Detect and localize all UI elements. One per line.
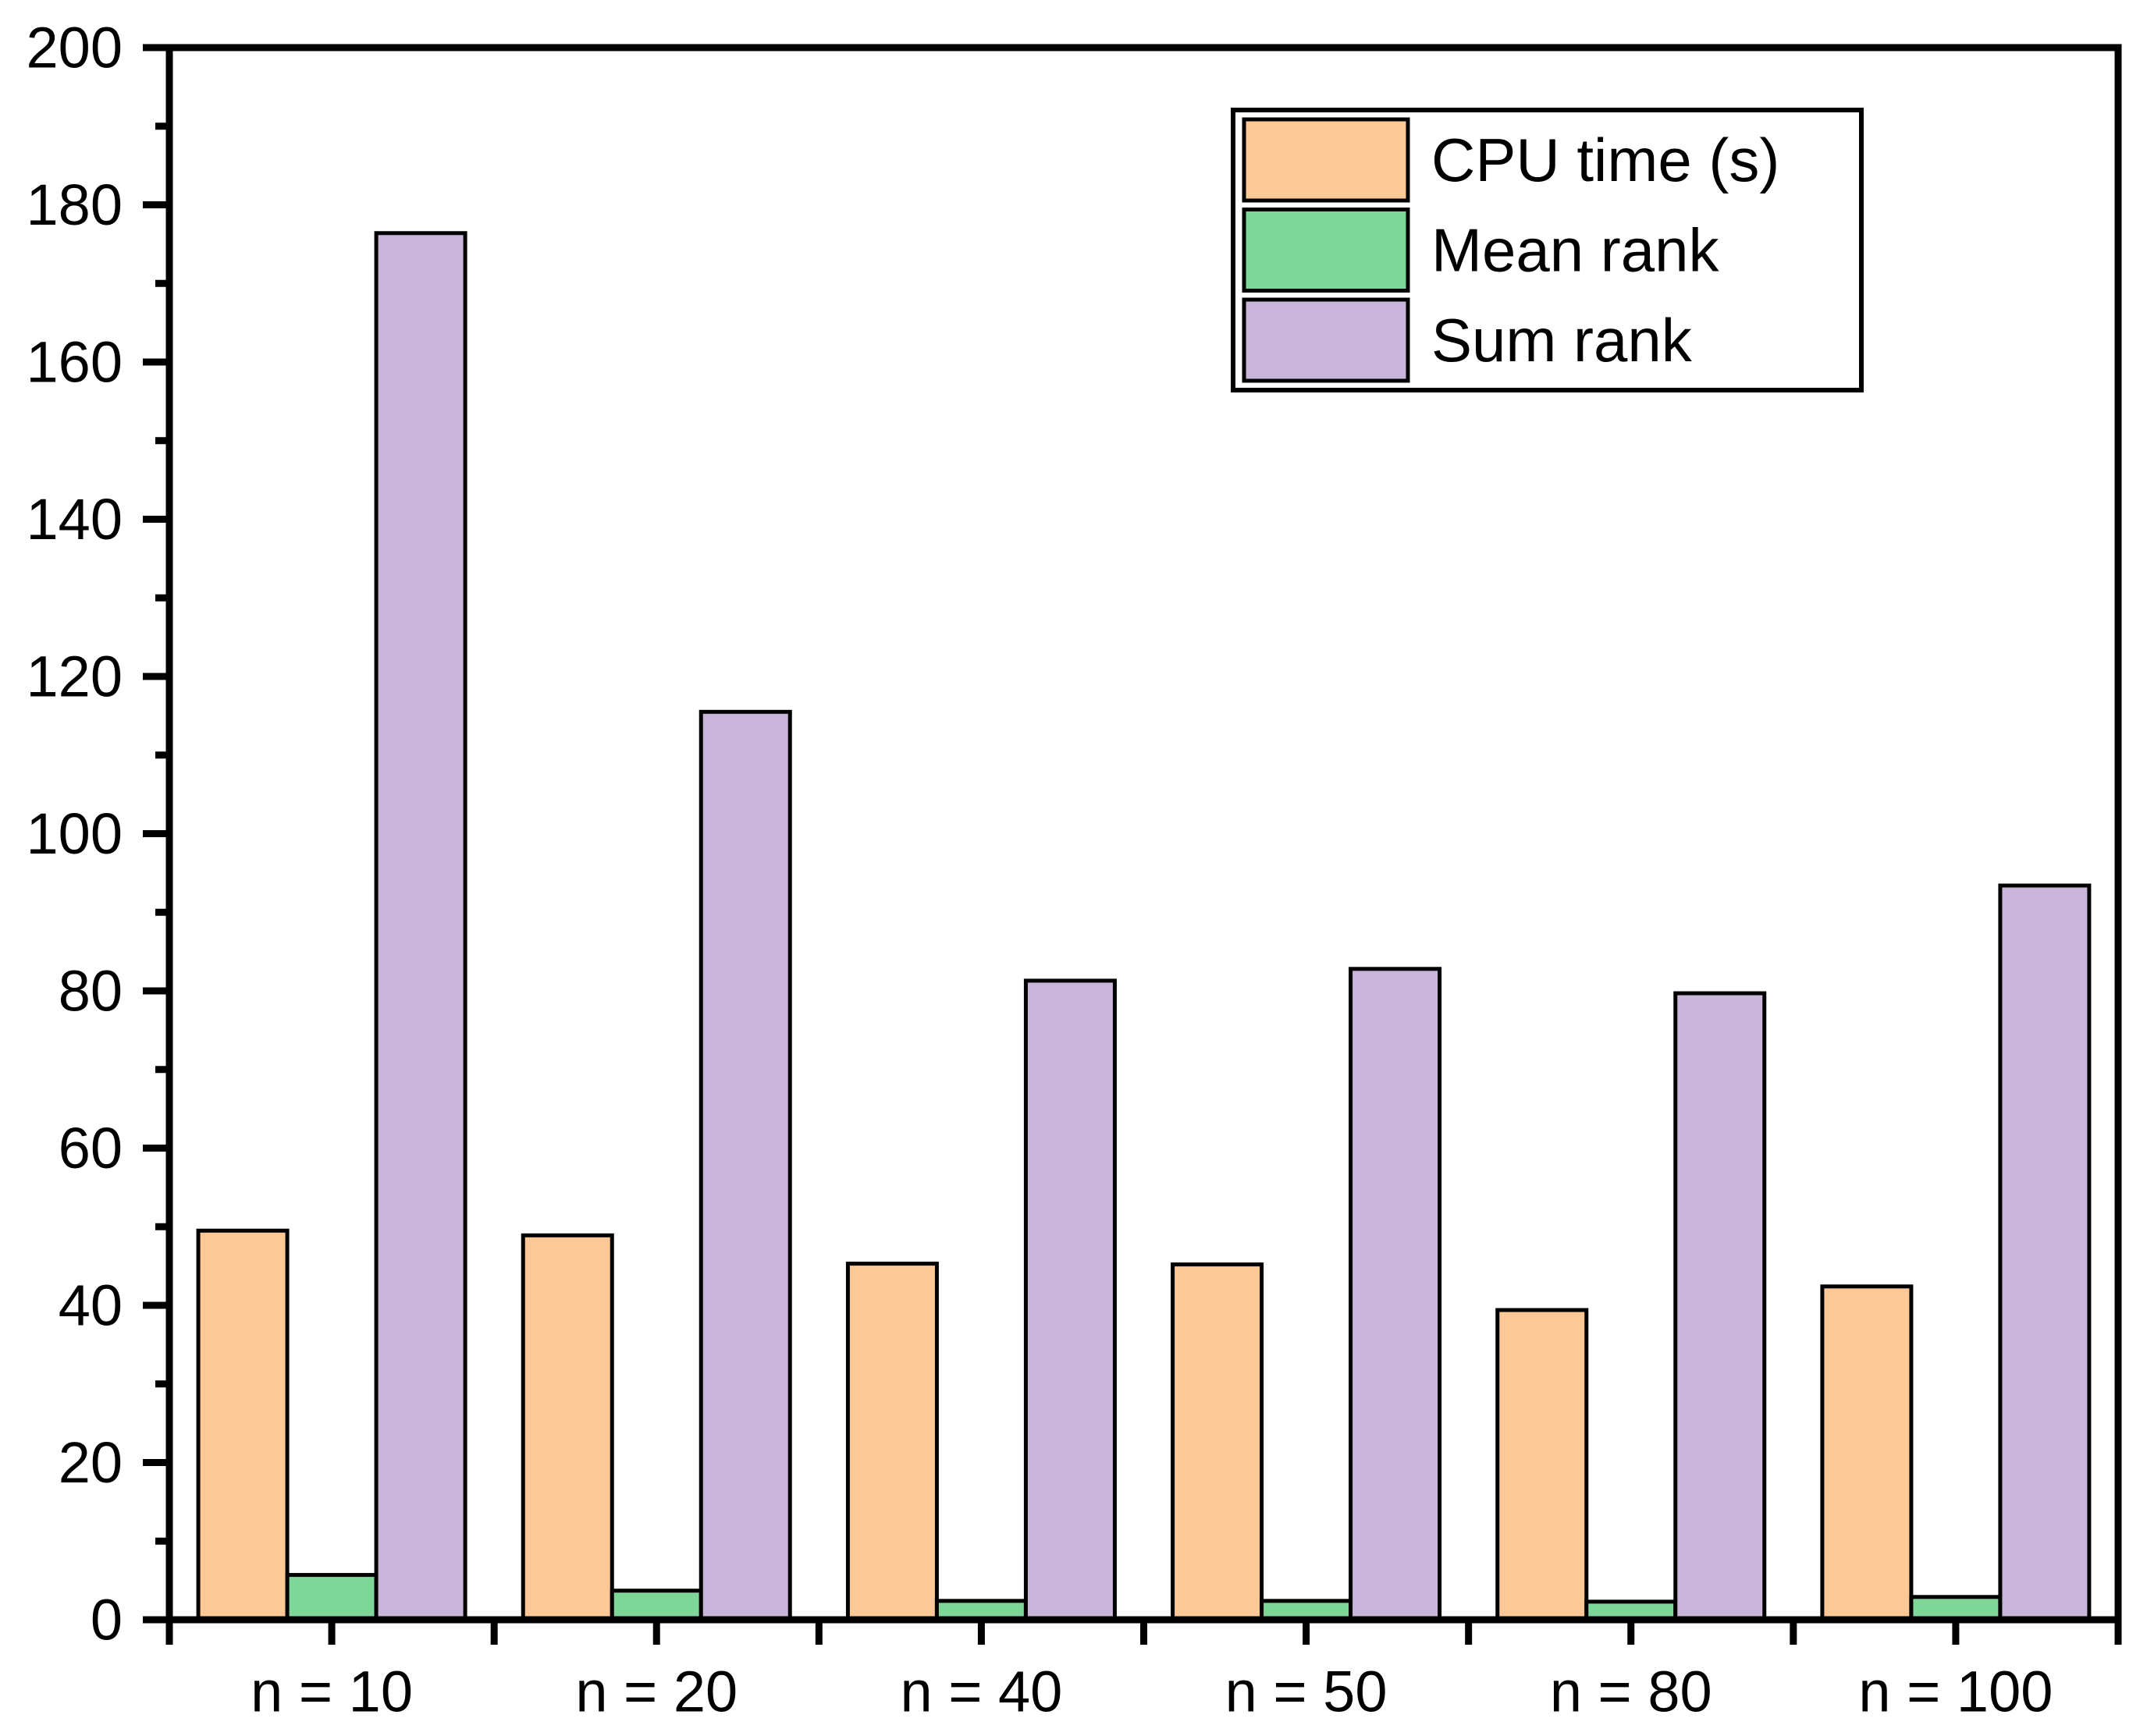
y-tick-label-120: 120: [27, 644, 123, 709]
y-tick-label-100: 100: [27, 801, 123, 866]
plot-frame: [165, 44, 2122, 1624]
y-tick-label-0: 0: [91, 1588, 123, 1653]
legend-label-mean-rank: Mean rank: [1431, 216, 1720, 285]
y-tick-label-200: 200: [27, 16, 123, 80]
y-tick-label-20: 20: [59, 1430, 123, 1495]
y-tick-label-140: 140: [27, 487, 123, 552]
x-category-label-n-20: n = 20: [575, 1660, 738, 1724]
bar-mean-rank-n-20: [610, 1589, 703, 1622]
x-category-label-n-100: n = 100: [1858, 1660, 2053, 1724]
bar-cpu-time-s-n-50: [1171, 1262, 1264, 1622]
y-tick-label-180: 180: [27, 172, 123, 237]
bar-cpu-time-s-n-80: [1495, 1308, 1589, 1622]
y-tick-label-60: 60: [59, 1116, 123, 1180]
bar-sum-rank-n-40: [1023, 978, 1117, 1622]
y-tick-label-160: 160: [27, 330, 123, 395]
y-tick-label-80: 80: [59, 959, 123, 1024]
y-tick-label-40: 40: [59, 1273, 123, 1338]
bar-sum-rank-n-100: [1998, 883, 2092, 1622]
legend-label-cpu-time-s: CPU time (s): [1431, 126, 1779, 194]
bar-mean-rank-n-10: [285, 1573, 379, 1622]
bar-sum-rank-n-50: [1349, 967, 1442, 1622]
x-category-label-n-10: n = 10: [251, 1660, 413, 1724]
legend-label-sum-rank: Sum rank: [1431, 306, 1693, 375]
bar-cpu-time-s-n-10: [196, 1228, 290, 1622]
x-category-label-n-40: n = 40: [901, 1660, 1063, 1724]
bar-sum-rank-n-80: [1673, 991, 1767, 1622]
bar-cpu-time-s-n-40: [845, 1262, 939, 1622]
bar-cpu-time-s-n-20: [521, 1233, 614, 1622]
bar-sum-rank-n-10: [374, 231, 467, 1622]
x-category-label-n-50: n = 50: [1225, 1660, 1388, 1724]
legend-swatch-mean-rank: [1242, 208, 1410, 293]
bar-sum-rank-n-20: [698, 709, 792, 1622]
bar-cpu-time-s-n-100: [1820, 1284, 1914, 1622]
x-category-label-n-80: n = 80: [1550, 1660, 1712, 1724]
legend-swatch-cpu-time-s: [1242, 117, 1410, 203]
legend-swatch-sum-rank: [1242, 297, 1410, 383]
